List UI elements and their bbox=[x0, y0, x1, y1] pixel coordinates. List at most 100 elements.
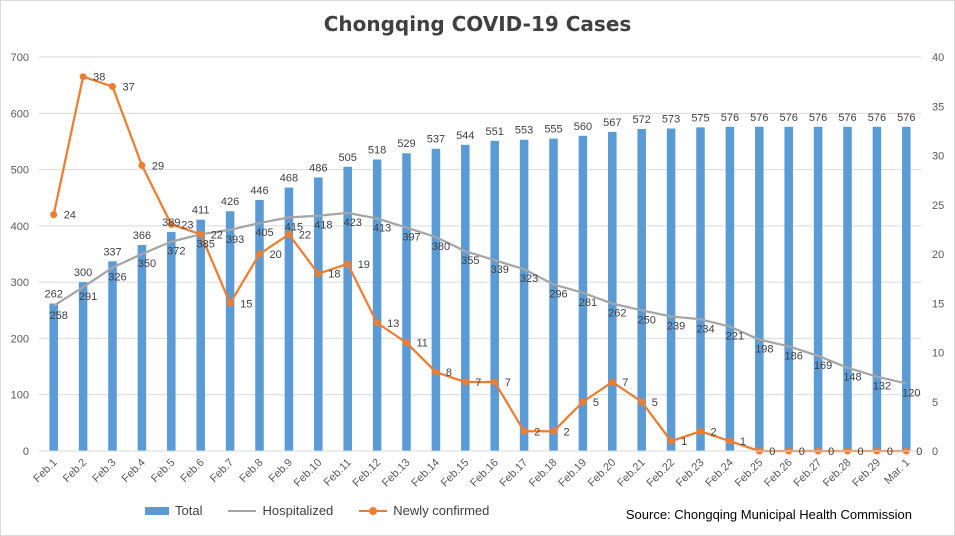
data-label-total: 555 bbox=[544, 124, 562, 136]
data-label-newly-confirmed: 0 bbox=[916, 446, 922, 458]
data-label-hospitalized: 350 bbox=[138, 258, 156, 270]
data-label-newly-confirmed: 24 bbox=[64, 210, 76, 222]
x-tick-label: Feb.3 bbox=[90, 457, 118, 485]
data-label-newly-confirmed: 0 bbox=[799, 446, 805, 458]
data-label-hospitalized: 385 bbox=[197, 238, 215, 250]
y-right-tick-label: 30 bbox=[932, 151, 944, 163]
data-label-newly-confirmed: 18 bbox=[328, 269, 340, 281]
data-label-hospitalized: 132 bbox=[873, 381, 891, 393]
bar-total bbox=[402, 153, 411, 451]
x-tick-label: Feb.23 bbox=[674, 457, 707, 490]
point-newly-confirmed bbox=[726, 437, 734, 445]
x-tick-label: Feb.25 bbox=[733, 457, 766, 490]
bar-total bbox=[137, 244, 147, 451]
data-label-hospitalized: 372 bbox=[167, 246, 185, 258]
x-tick-label: Feb.12 bbox=[351, 457, 384, 490]
data-label-total: 529 bbox=[397, 138, 415, 150]
point-newly-confirmed bbox=[461, 378, 469, 386]
point-newly-confirmed bbox=[50, 211, 58, 219]
data-label-newly-confirmed: 19 bbox=[358, 259, 370, 271]
y-right-tick-label: 0 bbox=[932, 446, 938, 458]
data-label-total: 576 bbox=[897, 112, 915, 124]
bar-total bbox=[519, 139, 529, 452]
data-label-total: 446 bbox=[250, 185, 268, 197]
data-label-total: 576 bbox=[780, 112, 798, 124]
data-label-newly-confirmed: 0 bbox=[769, 446, 775, 458]
data-label-newly-confirmed: 22 bbox=[299, 229, 311, 241]
x-tick-label: Feb.20 bbox=[586, 457, 619, 490]
bar-total bbox=[284, 187, 294, 451]
bar-total bbox=[461, 144, 470, 451]
y-right-tick-label: 10 bbox=[932, 348, 944, 360]
y-right-tick-label: 35 bbox=[932, 101, 944, 113]
bar-total bbox=[666, 128, 676, 452]
x-tick-label: Feb.11 bbox=[322, 457, 354, 489]
point-newly-confirmed bbox=[432, 368, 440, 376]
data-label-total: 576 bbox=[750, 112, 768, 124]
bar-total bbox=[843, 126, 852, 452]
bar-total bbox=[49, 303, 58, 451]
y-right-tick-label: 5 bbox=[932, 397, 938, 409]
data-label-hospitalized: 380 bbox=[432, 241, 450, 253]
point-newly-confirmed bbox=[491, 378, 499, 386]
y-right-tick-label: 40 bbox=[932, 52, 944, 64]
bar-total bbox=[314, 177, 323, 452]
y-left-tick-label: 700 bbox=[11, 52, 29, 64]
data-label-newly-confirmed: 8 bbox=[446, 367, 452, 379]
legend-item-newly-confirmed: Newly confirmed bbox=[359, 503, 489, 518]
data-label-newly-confirmed: 5 bbox=[652, 397, 658, 409]
data-label-hospitalized: 281 bbox=[579, 297, 597, 309]
data-label-total: 426 bbox=[221, 196, 239, 208]
data-label-total: 576 bbox=[838, 112, 856, 124]
data-label-hospitalized: 355 bbox=[461, 255, 479, 267]
x-tick-label: Feb.21 bbox=[615, 457, 648, 490]
y-left-tick-label: 500 bbox=[11, 165, 29, 177]
data-label-newly-confirmed: 0 bbox=[887, 446, 893, 458]
data-label-total: 576 bbox=[868, 112, 886, 124]
point-newly-confirmed bbox=[314, 270, 322, 278]
data-label-total: 576 bbox=[721, 112, 739, 124]
data-label-hospitalized: 413 bbox=[373, 223, 391, 235]
bar-total bbox=[608, 131, 617, 452]
data-label-newly-confirmed: 7 bbox=[622, 377, 628, 389]
data-label-hospitalized: 198 bbox=[755, 344, 773, 356]
data-label-hospitalized: 148 bbox=[843, 372, 861, 384]
point-newly-confirmed bbox=[79, 73, 87, 81]
data-label-total: 518 bbox=[368, 144, 386, 156]
data-label-total: 337 bbox=[103, 246, 121, 258]
data-label-total: 572 bbox=[633, 114, 651, 126]
source-note: Source: Chongqing Municipal Health Commi… bbox=[625, 507, 912, 522]
data-label-total: 411 bbox=[192, 205, 210, 217]
data-label-hospitalized: 258 bbox=[50, 310, 68, 322]
data-label-hospitalized: 169 bbox=[814, 360, 832, 372]
x-tick-label: Feb.5 bbox=[149, 457, 177, 485]
x-tick-label: Feb.18 bbox=[527, 457, 560, 490]
data-label-hospitalized: 120 bbox=[902, 387, 920, 399]
x-tick-label: Mar. 1 bbox=[882, 457, 912, 487]
data-label-hospitalized: 397 bbox=[402, 232, 420, 244]
bar-total bbox=[784, 126, 793, 452]
data-label-total: 468 bbox=[280, 173, 298, 185]
point-newly-confirmed bbox=[667, 437, 675, 445]
point-newly-confirmed bbox=[697, 427, 704, 435]
x-tick-label: Feb.4 bbox=[120, 457, 148, 485]
bar-total bbox=[755, 126, 764, 452]
bar-total bbox=[225, 211, 235, 451]
data-label-total: 537 bbox=[427, 134, 445, 146]
data-label-total: 575 bbox=[691, 112, 709, 124]
point-newly-confirmed bbox=[256, 250, 263, 258]
data-label-total: 366 bbox=[133, 230, 151, 242]
data-label-newly-confirmed: 7 bbox=[505, 377, 511, 389]
legend-item-hospitalized: Hospitalized bbox=[228, 503, 333, 518]
data-label-newly-confirmed: 22 bbox=[211, 229, 223, 241]
legend-swatch-hospitalized bbox=[228, 509, 257, 512]
data-label-hospitalized: 326 bbox=[108, 272, 126, 284]
y-left-tick-label: 300 bbox=[11, 277, 29, 289]
data-label-newly-confirmed: 0 bbox=[828, 446, 834, 458]
data-label-newly-confirmed: 2 bbox=[534, 426, 540, 438]
data-label-hospitalized: 250 bbox=[638, 314, 656, 326]
x-tick-label: Feb.2 bbox=[61, 457, 89, 485]
bar-total bbox=[343, 166, 352, 451]
point-newly-confirmed bbox=[373, 319, 381, 327]
